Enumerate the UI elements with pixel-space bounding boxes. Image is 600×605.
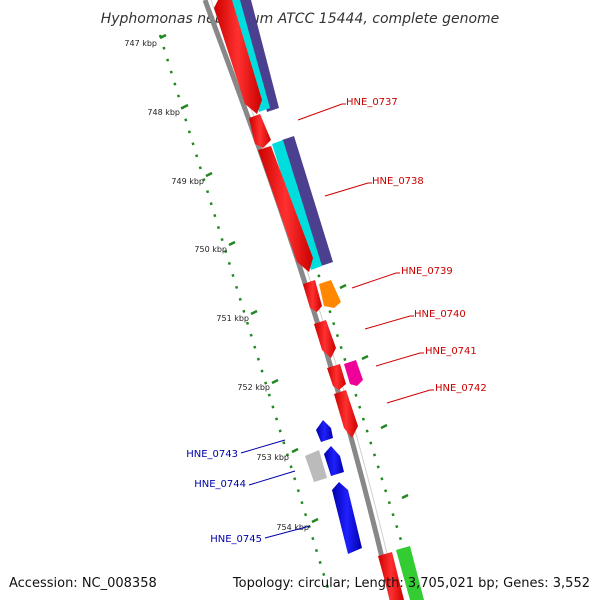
gene-arrow — [378, 552, 404, 600]
tick-mark — [361, 354, 369, 361]
right-gene-labels: HNE_0737 HNE_0738 HNE_0739 HNE_0740 HNE_… — [346, 97, 487, 394]
callout-line — [264, 525, 311, 539]
gene-label-hne-0745[interactable]: HNE_0745 — [210, 534, 262, 545]
callout-line — [364, 315, 414, 330]
tick-mark — [250, 309, 258, 316]
ruler-tick-labels: 747 kbp 748 kbp 749 kbp 750 kbp 751 kbp … — [124, 39, 309, 532]
callout-line — [324, 182, 372, 197]
tick-label: 754 kbp — [276, 523, 309, 532]
gene-arrow — [324, 446, 344, 476]
gene-arrow — [332, 482, 362, 554]
tick-label: 749 kbp — [171, 177, 204, 186]
map-title: Hyphomonas neptunium ATCC 15444, complet… — [101, 11, 500, 27]
tick-label: 752 kbp — [237, 383, 270, 392]
left-gene-callouts — [240, 439, 311, 539]
tick-mark — [401, 493, 409, 500]
tick-mark — [228, 240, 236, 247]
callout-line — [297, 103, 346, 121]
tick-mark — [181, 103, 189, 110]
callout-line — [240, 439, 286, 454]
gene-arrow — [305, 450, 327, 482]
gene-arrow — [316, 420, 333, 442]
gene-label-hne-0742[interactable]: HNE_0742 — [435, 383, 487, 394]
purple-feature — [239, 0, 279, 112]
gene-arrow — [319, 280, 341, 308]
gene-arrow — [303, 280, 322, 312]
tick-mark — [271, 378, 279, 385]
ruler-ticks — [159, 33, 409, 524]
genome-summary-text: Topology: circular; Length: 3,705,021 bp… — [232, 576, 590, 591]
tick-mark — [339, 283, 347, 290]
gene-label-hne-0744[interactable]: HNE_0744 — [194, 479, 246, 490]
tick-label: 751 kbp — [216, 314, 249, 323]
tick-mark — [311, 517, 319, 524]
accession-text: Accession: NC_008358 — [9, 576, 157, 591]
gene-label-hne-0738[interactable]: HNE_0738 — [372, 176, 424, 187]
tick-label: 747 kbp — [124, 39, 157, 48]
gene-arrow — [314, 320, 336, 358]
callout-line — [375, 352, 424, 367]
gene-arrow — [249, 114, 271, 148]
gene-label-hne-0739[interactable]: HNE_0739 — [401, 266, 453, 277]
callout-line — [248, 470, 296, 486]
tick-mark — [159, 33, 167, 40]
tick-label: 750 kbp — [194, 245, 227, 254]
tick-label: 748 kbp — [147, 108, 180, 117]
right-gene-callouts — [297, 103, 434, 404]
left-gene-labels: HNE_0743 HNE_0744 HNE_0745 — [186, 449, 262, 545]
left-strand-genes — [305, 420, 362, 554]
gene-label-hne-0737[interactable]: HNE_0737 — [346, 97, 398, 108]
callout-line — [386, 389, 434, 404]
gene-label-hne-0741[interactable]: HNE_0741 — [425, 346, 477, 357]
genome-backbone — [202, 0, 395, 601]
cyan-feature — [272, 140, 322, 270]
gene-label-hne-0743[interactable]: HNE_0743 — [186, 449, 238, 460]
tick-mark — [205, 171, 213, 178]
purple-feature — [282, 136, 333, 266]
gene-arrow — [396, 546, 424, 600]
callout-line — [351, 272, 400, 289]
right-strand-genes — [214, 0, 424, 600]
coordinate-ruler — [158, 34, 332, 596]
gene-arrow — [334, 390, 358, 438]
gene-arrow — [327, 364, 346, 390]
tick-mark — [380, 423, 388, 430]
tick-mark — [291, 447, 299, 454]
tick-label: 753 kbp — [256, 453, 289, 462]
gene-arrow — [344, 360, 363, 386]
gene-label-hne-0740[interactable]: HNE_0740 — [414, 309, 466, 320]
gene-arrow — [214, 0, 262, 114]
gene-arrow — [258, 146, 313, 272]
